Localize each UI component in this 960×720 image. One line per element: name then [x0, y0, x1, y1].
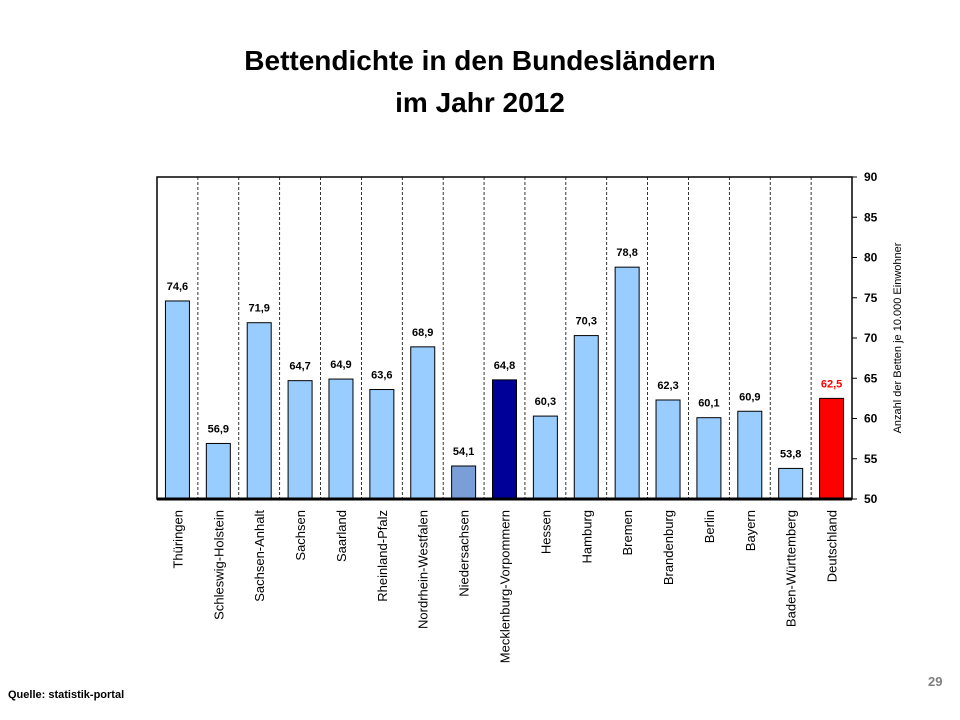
bar: [410, 346, 436, 500]
category-label: Schleswig-Holstein: [211, 510, 226, 620]
bar: [532, 415, 558, 500]
bar-value-label: 64,7: [289, 361, 310, 373]
y-tick-label: 75: [864, 291, 878, 305]
category-label: Sachsen: [293, 510, 308, 561]
y-tick-label: 65: [864, 371, 878, 385]
bar: [246, 322, 272, 500]
page-number: 29: [928, 674, 943, 689]
source-note: Quelle: statistik-portal: [8, 689, 125, 701]
bar: [369, 389, 395, 500]
bar: [573, 335, 599, 500]
category-label: Nordrhein-Westfalen: [416, 510, 431, 629]
bar-value-label: 60,9: [739, 391, 760, 403]
category-label: Hamburg: [579, 510, 594, 563]
bar-value-label: 64,9: [330, 359, 351, 371]
bar: [164, 300, 190, 500]
category-label: Baden-Württemberg: [784, 510, 799, 627]
category-label: Brandenburg: [661, 510, 676, 585]
y-tick-label: 80: [864, 251, 878, 265]
chart-title-line1: Bettendichte in den Bundesländern: [244, 45, 716, 76]
bar: [614, 266, 640, 500]
bar-value-label: 62,5: [821, 378, 842, 390]
bar: [451, 465, 477, 500]
bar: [778, 467, 804, 500]
y-axis-title: Anzahl der Betten je 10.000 Einwohner: [892, 242, 904, 433]
bar-value-label: 74,6: [167, 281, 188, 293]
category-label: Berlin: [702, 510, 717, 543]
y-tick-label: 50: [864, 492, 878, 506]
y-tick-label: 55: [864, 452, 878, 466]
category-label: Niedersachsen: [457, 510, 472, 597]
chart-title: Bettendichte in den Bundesländern im Jah…: [0, 40, 960, 124]
bar-value-label: 62,3: [657, 380, 678, 392]
bar-value-label: 60,3: [535, 396, 556, 408]
category-label: Thüringen: [170, 510, 185, 569]
bar-value-label: 56,9: [208, 423, 229, 435]
bar: [205, 442, 231, 500]
bar: [655, 399, 681, 500]
bar-value-label: 63,6: [371, 370, 392, 382]
bar: [492, 379, 517, 500]
bar-value-label: 71,9: [248, 303, 269, 315]
bar-value-label: 53,8: [780, 448, 801, 460]
y-tick-label: 85: [864, 210, 878, 224]
y-tick-label: 90: [864, 170, 878, 184]
y-tick-label: 60: [864, 412, 878, 426]
bar-value-label: 54,1: [453, 446, 474, 458]
category-label: Bremen: [620, 510, 635, 556]
category-label: Sachsen-Anhalt: [252, 510, 267, 602]
bar: [696, 417, 722, 500]
bar-value-label: 60,1: [698, 398, 719, 410]
category-label: Saarland: [334, 510, 349, 562]
category-label: Bayern: [743, 510, 758, 551]
bar: [737, 410, 763, 500]
bar: [287, 380, 313, 500]
bar: [819, 397, 845, 500]
bar-value-label: 78,8: [616, 247, 637, 259]
category-label: Hessen: [538, 510, 553, 554]
bar: [328, 378, 354, 500]
chart-title-line2: im Jahr 2012: [395, 87, 565, 118]
bar-value-label: 68,9: [412, 327, 433, 339]
category-label: Deutschland: [825, 510, 840, 582]
bar-value-label: 70,3: [576, 316, 597, 328]
category-label: Rheinland-Pfalz: [375, 510, 390, 602]
category-label: Mecklenburg-Vorpommern: [498, 510, 513, 663]
y-tick-label: 70: [864, 331, 878, 345]
bar-value-label: 64,8: [494, 360, 515, 372]
